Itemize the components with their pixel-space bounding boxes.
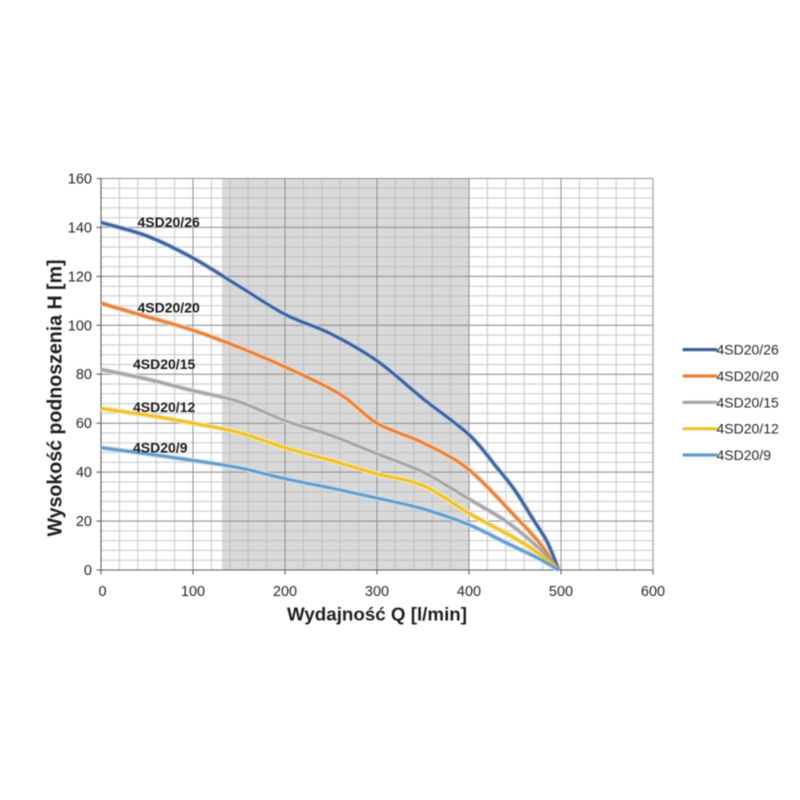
svg-text:Wysokość podnoszenia H [m]: Wysokość podnoszenia H [m] [44, 260, 67, 537]
svg-text:100: 100 [181, 584, 205, 600]
svg-text:100: 100 [68, 318, 92, 334]
svg-text:4SD20/9: 4SD20/9 [717, 447, 772, 463]
svg-text:4SD20/12: 4SD20/12 [717, 421, 779, 437]
svg-text:4SD20/12: 4SD20/12 [133, 399, 195, 415]
svg-text:20: 20 [76, 514, 92, 530]
svg-text:4SD20/20: 4SD20/20 [717, 368, 779, 384]
svg-text:160: 160 [68, 172, 92, 188]
svg-text:0: 0 [84, 563, 92, 579]
svg-text:4SD20/15: 4SD20/15 [717, 394, 779, 410]
svg-text:4SD20/15: 4SD20/15 [133, 356, 195, 372]
svg-text:60: 60 [76, 416, 92, 432]
svg-text:500: 500 [549, 584, 573, 600]
svg-text:4SD20/26: 4SD20/26 [138, 214, 200, 230]
svg-text:600: 600 [641, 584, 665, 600]
svg-text:300: 300 [365, 584, 389, 600]
svg-text:200: 200 [273, 584, 297, 600]
svg-text:4SD20/26: 4SD20/26 [717, 342, 779, 358]
svg-text:40: 40 [76, 465, 92, 481]
svg-text:Wydajność Q [l/min]: Wydajność Q [l/min] [287, 604, 467, 625]
svg-text:140: 140 [68, 220, 92, 236]
svg-text:4SD20/9: 4SD20/9 [133, 440, 188, 456]
svg-text:0: 0 [98, 584, 106, 600]
svg-text:120: 120 [68, 269, 92, 285]
svg-text:80: 80 [76, 367, 92, 383]
svg-text:4SD20/20: 4SD20/20 [138, 300, 200, 316]
svg-text:400: 400 [457, 584, 481, 600]
